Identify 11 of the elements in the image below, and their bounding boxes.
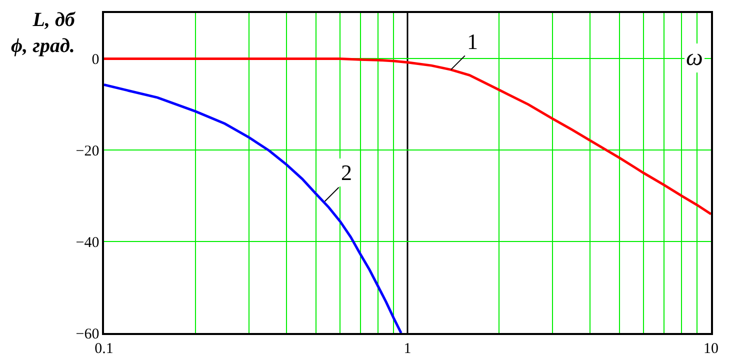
x-tick-label: 10 — [704, 340, 718, 357]
x-tick-label: 1 — [404, 340, 412, 357]
y-tick-label: −60 — [76, 326, 100, 342]
x-tick-label: 0.1 — [94, 340, 114, 357]
y-tick-label: −20 — [76, 143, 100, 160]
y-tick-label: 0 — [92, 52, 100, 68]
y-tick-label: −40 — [76, 234, 100, 251]
annotation: 2 — [341, 160, 352, 185]
x-axis-title: ω — [686, 45, 703, 71]
y-axis-title: L, дб ϕ, град. — [11, 9, 76, 57]
annotation: 1 — [467, 29, 478, 54]
